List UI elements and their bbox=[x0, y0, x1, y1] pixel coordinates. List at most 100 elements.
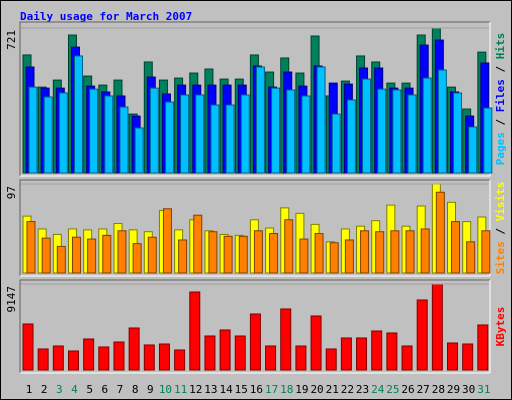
bar bbox=[453, 92, 463, 174]
bar bbox=[56, 245, 66, 274]
x-tick-label: 19 bbox=[295, 383, 308, 396]
x-tick-label: 1 bbox=[26, 383, 33, 396]
bar bbox=[104, 95, 114, 174]
bar bbox=[451, 221, 461, 274]
bar bbox=[158, 343, 170, 371]
legend-gap bbox=[494, 126, 507, 133]
x-tick-label: 11 bbox=[174, 383, 187, 396]
x-tick-label: 17 bbox=[265, 383, 278, 396]
bar bbox=[420, 228, 430, 274]
bar bbox=[468, 126, 478, 174]
bar bbox=[295, 345, 307, 371]
x-tick-label: 14 bbox=[219, 383, 233, 396]
bar bbox=[37, 348, 49, 371]
legend-entry: Visits bbox=[494, 182, 507, 222]
bar bbox=[344, 239, 354, 274]
bar bbox=[346, 99, 356, 174]
bar bbox=[377, 88, 387, 174]
legend: Pages / Files / Hits bbox=[494, 33, 507, 166]
x-tick-label: 2 bbox=[41, 383, 48, 396]
bar bbox=[134, 127, 144, 174]
bar bbox=[22, 323, 34, 371]
bar bbox=[219, 329, 231, 371]
bar bbox=[52, 345, 64, 371]
x-tick-label: 31 bbox=[477, 383, 490, 396]
bar bbox=[392, 89, 402, 174]
bar bbox=[113, 341, 125, 371]
x-tick-label: 12 bbox=[189, 383, 202, 396]
bar bbox=[286, 89, 296, 174]
bar bbox=[435, 191, 445, 274]
bar bbox=[102, 234, 112, 274]
bar bbox=[407, 94, 417, 174]
bar bbox=[71, 236, 81, 274]
bar bbox=[483, 107, 493, 174]
legend-gap bbox=[494, 59, 507, 66]
bar bbox=[149, 87, 159, 174]
bar bbox=[331, 113, 341, 174]
legend-gap bbox=[494, 112, 507, 119]
bar bbox=[255, 66, 265, 174]
bar bbox=[269, 233, 279, 274]
panel-highlight bbox=[20, 280, 491, 374]
bar bbox=[128, 327, 140, 371]
bar bbox=[147, 236, 157, 274]
bar bbox=[284, 219, 294, 274]
x-tick-label: 13 bbox=[204, 383, 217, 396]
panel-shadow bbox=[19, 279, 490, 373]
bar bbox=[67, 350, 79, 371]
bar bbox=[73, 55, 83, 174]
chart-title: Daily usage for March 2007 bbox=[20, 10, 192, 23]
bar bbox=[208, 231, 218, 274]
bar bbox=[162, 208, 172, 274]
legend-gap bbox=[494, 73, 507, 80]
legend: KBytes bbox=[494, 307, 507, 347]
bar bbox=[195, 94, 205, 174]
y-tick-label: 9147 bbox=[5, 286, 18, 313]
bar bbox=[193, 214, 203, 274]
bar bbox=[234, 335, 246, 371]
x-tick-label: 23 bbox=[356, 383, 369, 396]
bar bbox=[271, 87, 281, 174]
bar bbox=[316, 66, 326, 174]
bar bbox=[143, 344, 155, 371]
bar bbox=[240, 94, 250, 174]
bar bbox=[481, 230, 491, 274]
bar bbox=[314, 233, 324, 274]
x-tick-label: 4 bbox=[71, 383, 78, 396]
bar bbox=[401, 345, 413, 371]
panel-shadow bbox=[19, 179, 490, 276]
panel-highlight bbox=[20, 22, 491, 177]
bar bbox=[238, 235, 248, 274]
bar bbox=[431, 283, 443, 371]
bar bbox=[265, 345, 277, 371]
bar bbox=[371, 330, 383, 371]
bar bbox=[299, 238, 309, 274]
bar bbox=[405, 230, 415, 274]
bar bbox=[416, 299, 428, 371]
bar bbox=[119, 106, 129, 174]
x-tick-label: 25 bbox=[386, 383, 399, 396]
legend-gap bbox=[494, 235, 507, 242]
bar bbox=[164, 101, 174, 174]
bar bbox=[280, 308, 292, 371]
legend: Sites / Visits bbox=[494, 182, 507, 275]
bar bbox=[375, 231, 385, 274]
bar bbox=[437, 69, 447, 174]
x-tick-label: 3 bbox=[56, 383, 63, 396]
bar bbox=[329, 242, 339, 274]
legend-entry: Hits bbox=[494, 33, 507, 60]
x-tick-label: 21 bbox=[326, 383, 339, 396]
bar bbox=[356, 337, 368, 371]
legend-gap bbox=[494, 221, 507, 228]
legend-entry: Files bbox=[494, 79, 507, 112]
bar bbox=[253, 230, 263, 274]
bar bbox=[28, 86, 38, 174]
bar bbox=[41, 237, 51, 274]
bar bbox=[83, 338, 95, 371]
legend-separator: / bbox=[494, 66, 507, 73]
bar bbox=[180, 94, 190, 174]
bar bbox=[189, 291, 201, 371]
bar bbox=[386, 332, 398, 371]
x-tick-label: 6 bbox=[101, 383, 108, 396]
